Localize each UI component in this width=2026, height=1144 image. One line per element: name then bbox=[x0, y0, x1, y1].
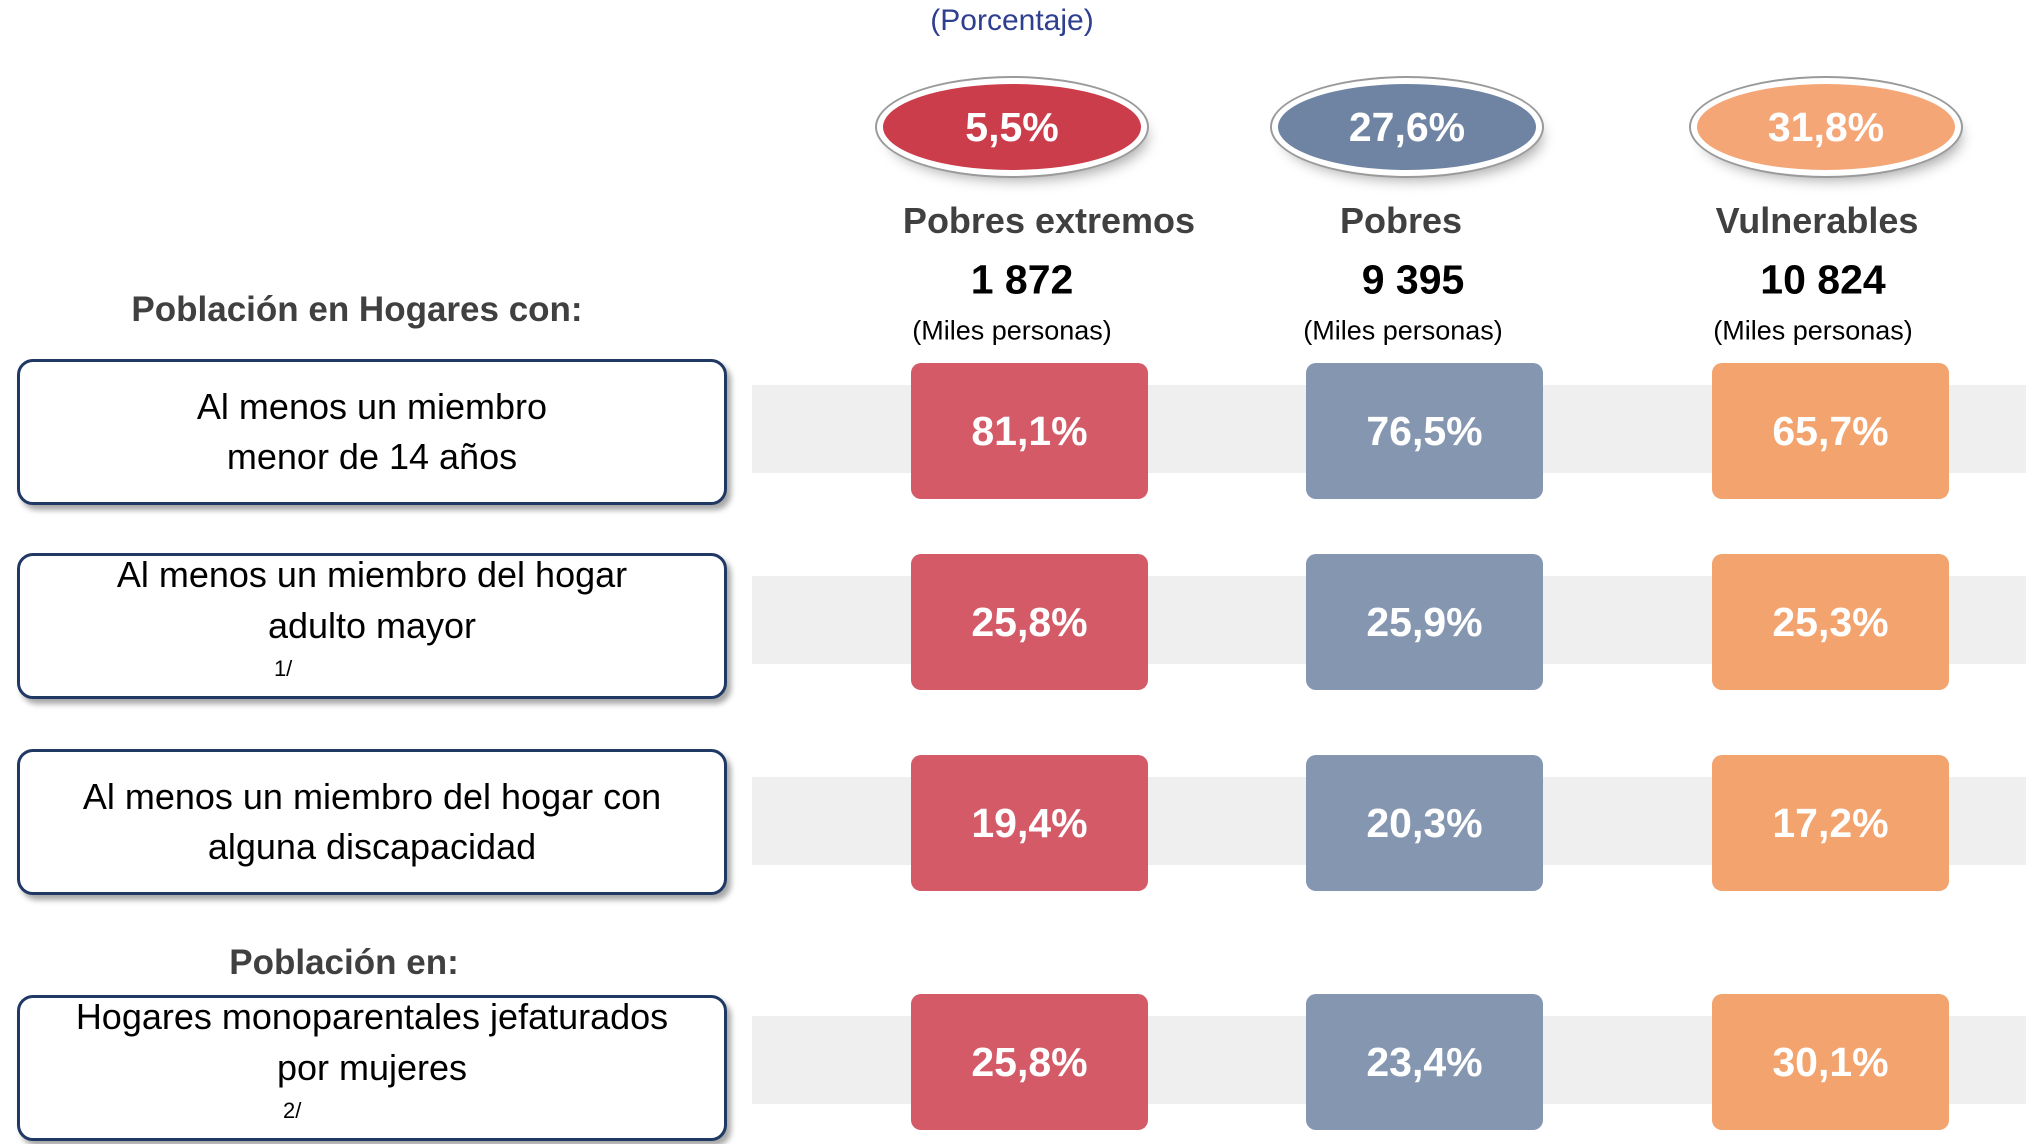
value-cell: 76,5% bbox=[1306, 363, 1543, 499]
share-badge: 27,6% bbox=[1278, 84, 1536, 170]
value-cell: 25,3% bbox=[1712, 554, 1949, 690]
label-text: menor de 14 años bbox=[226, 436, 518, 477]
label-line: Al menos un miembro del hogar bbox=[117, 550, 627, 600]
label-text: Al menos un miembro del hogar con bbox=[82, 775, 662, 817]
column-name: Pobres extremos bbox=[902, 200, 1196, 241]
value-cell: 20,3% bbox=[1306, 755, 1543, 891]
population-unit: (Miles personas) bbox=[1303, 315, 1503, 346]
footnote-ref: 1/ bbox=[273, 656, 293, 682]
value-cell: 19,4% bbox=[911, 755, 1148, 891]
label-text: Al menos un miembro bbox=[196, 385, 548, 427]
label-line: Al menos un miembro bbox=[197, 382, 547, 432]
row-label: Al menos un miembro del hogar adulto mayo… bbox=[17, 553, 727, 699]
label-text: alguna discapacidad bbox=[207, 826, 537, 867]
population: 9 395 bbox=[1361, 256, 1465, 303]
section-heading: Población en: bbox=[229, 943, 459, 982]
column-name: Vulnerables bbox=[1715, 200, 1919, 241]
label-line: menor de 14 años bbox=[227, 432, 517, 482]
label-text: por mujeres bbox=[276, 1046, 468, 1088]
population: 10 824 bbox=[1760, 256, 1886, 303]
value-cell: 81,1% bbox=[911, 363, 1148, 499]
label-line: adulto mayor 1/ bbox=[268, 601, 476, 702]
value-cell: 30,1% bbox=[1712, 994, 1949, 1130]
subtitle: (Porcentaje) bbox=[930, 4, 1094, 37]
value-cell: 25,8% bbox=[911, 554, 1148, 690]
column-name: Pobres bbox=[1339, 200, 1463, 241]
value-cell: 17,2% bbox=[1712, 755, 1949, 891]
row-label: Hogares monoparentales jefaturados por mu… bbox=[17, 995, 727, 1141]
label-line: Al menos un miembro del hogar con bbox=[83, 772, 661, 822]
label-line: por mujeres 2/ bbox=[277, 1043, 467, 1144]
row-label: Al menos un miembro menor de 14 años bbox=[17, 359, 727, 505]
share-badge: 5,5% bbox=[883, 84, 1141, 170]
population: 1 872 bbox=[970, 256, 1074, 303]
value-cell: 65,7% bbox=[1712, 363, 1949, 499]
label-text: adulto mayor bbox=[267, 604, 477, 646]
population-unit: (Miles personas) bbox=[912, 315, 1112, 346]
label-text: Al menos un miembro del hogar bbox=[116, 554, 628, 596]
value-cell: 23,4% bbox=[1306, 994, 1543, 1130]
share-badge: 31,8% bbox=[1697, 84, 1955, 170]
population-unit: (Miles personas) bbox=[1713, 315, 1913, 346]
section-heading: Población en Hogares con: bbox=[131, 290, 583, 329]
label-line: alguna discapacidad bbox=[208, 822, 536, 872]
label-line: Hogares monoparentales jefaturados bbox=[76, 992, 668, 1042]
value-cell: 25,9% bbox=[1306, 554, 1543, 690]
footnote-ref: 2/ bbox=[282, 1098, 302, 1124]
label-text: Hogares monoparentales jefaturados bbox=[75, 996, 669, 1038]
value-cell: 25,8% bbox=[911, 994, 1148, 1130]
row-label: Al menos un miembro del hogar con alguna … bbox=[17, 749, 727, 895]
